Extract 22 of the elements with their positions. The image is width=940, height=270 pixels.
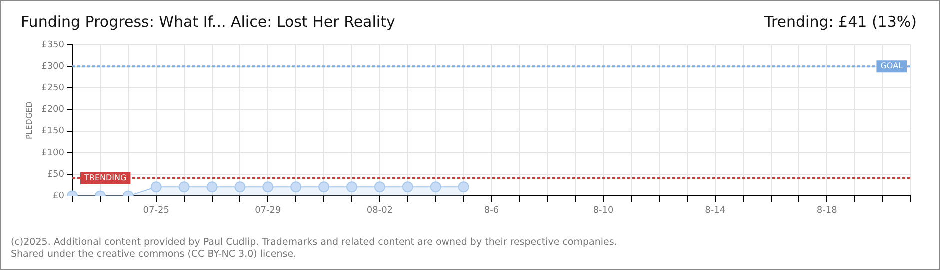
text: Shared under the creative commons (CC BY-NC 3.0) license. bbox=[11, 249, 298, 261]
y-tick-label: £300 bbox=[42, 62, 65, 72]
text: (c)2025. Additional content provided by Paul Cudlip. Trademarks and related content are owned by their respective companies. bbox=[11, 237, 618, 249]
ref-line-label: GOAL bbox=[880, 62, 904, 71]
x-tick-label: 07-29 bbox=[255, 206, 282, 216]
y-tick-label: £0 bbox=[53, 192, 65, 202]
y-axis-title: PLEDGED bbox=[24, 102, 34, 140]
ref-line-label: TRENDING bbox=[84, 174, 127, 183]
x-tick-label: 8-10 bbox=[593, 206, 614, 216]
x-tick-label: 08-02 bbox=[366, 206, 394, 216]
x-tick-label: 07-25 bbox=[143, 206, 170, 216]
y-tick-label: £350 bbox=[42, 40, 65, 50]
text: Trending: £41 (13%) bbox=[764, 13, 917, 31]
chart-title: Funding Progress: What If... Alice: Lost Her Reality bbox=[21, 13, 396, 31]
x-tick-label: 8-6 bbox=[484, 206, 500, 216]
y-tick-label: £150 bbox=[42, 126, 65, 137]
y-tick-label: £50 bbox=[47, 170, 65, 180]
y-tick-label: £200 bbox=[42, 105, 65, 116]
y-tick-label: £250 bbox=[42, 84, 65, 94]
y-tick-label: £100 bbox=[42, 148, 65, 158]
x-tick-label: 8-14 bbox=[705, 206, 726, 216]
x-tick-label: 8-18 bbox=[816, 206, 838, 216]
